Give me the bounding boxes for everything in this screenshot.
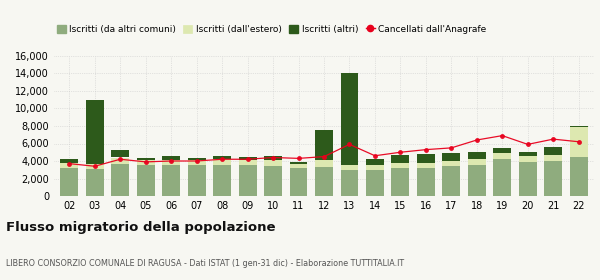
Bar — [239, 160, 257, 165]
Bar — [544, 161, 562, 196]
Bar — [112, 157, 129, 164]
Bar — [61, 163, 78, 168]
Bar — [137, 164, 155, 196]
Bar — [264, 156, 282, 160]
Bar — [519, 156, 536, 162]
Bar — [417, 154, 435, 163]
Bar — [391, 168, 409, 196]
Bar — [86, 164, 104, 169]
Bar — [112, 164, 129, 196]
Bar — [493, 148, 511, 153]
Bar — [493, 153, 511, 159]
Bar — [493, 159, 511, 196]
Bar — [239, 165, 257, 196]
Bar — [519, 162, 536, 196]
Bar — [366, 170, 384, 196]
Bar — [468, 152, 486, 159]
Bar — [519, 152, 536, 156]
Bar — [417, 163, 435, 168]
Bar — [290, 168, 307, 196]
Bar — [341, 170, 358, 196]
Bar — [264, 166, 282, 196]
Bar — [213, 156, 231, 159]
Bar — [162, 156, 180, 160]
Bar — [137, 160, 155, 164]
Bar — [290, 164, 307, 168]
Bar — [86, 100, 104, 164]
Bar — [315, 129, 333, 160]
Bar — [341, 73, 358, 165]
Bar — [213, 159, 231, 164]
Bar — [264, 160, 282, 166]
Bar — [341, 165, 358, 170]
Bar — [315, 160, 333, 167]
Bar — [417, 168, 435, 196]
Bar — [366, 165, 384, 170]
Bar — [315, 167, 333, 196]
Bar — [442, 153, 460, 161]
Bar — [239, 157, 257, 160]
Bar — [391, 155, 409, 163]
Bar — [366, 159, 384, 165]
Text: Flusso migratorio della popolazione: Flusso migratorio della popolazione — [6, 221, 275, 234]
Text: LIBERO CONSORZIO COMUNALE DI RAGUSA - Dati ISTAT (1 gen-31 dic) - Elaborazione T: LIBERO CONSORZIO COMUNALE DI RAGUSA - Da… — [6, 259, 404, 268]
Bar — [468, 165, 486, 196]
Bar — [112, 150, 129, 157]
Bar — [570, 127, 587, 157]
Bar — [570, 157, 587, 196]
Bar — [137, 158, 155, 160]
Bar — [468, 159, 486, 165]
Bar — [391, 163, 409, 168]
Bar — [570, 126, 587, 127]
Bar — [162, 160, 180, 165]
Bar — [188, 160, 206, 165]
Bar — [544, 155, 562, 161]
Bar — [442, 166, 460, 196]
Bar — [290, 162, 307, 164]
Bar — [61, 159, 78, 163]
Bar — [86, 169, 104, 196]
Bar — [213, 164, 231, 196]
Bar — [442, 161, 460, 166]
Bar — [61, 168, 78, 196]
Legend: Iscritti (da altri comuni), Iscritti (dall'estero), Iscritti (altri), Cancellati: Iscritti (da altri comuni), Iscritti (da… — [53, 21, 490, 38]
Bar — [544, 147, 562, 155]
Bar — [162, 165, 180, 196]
Bar — [188, 157, 206, 160]
Bar — [188, 165, 206, 196]
